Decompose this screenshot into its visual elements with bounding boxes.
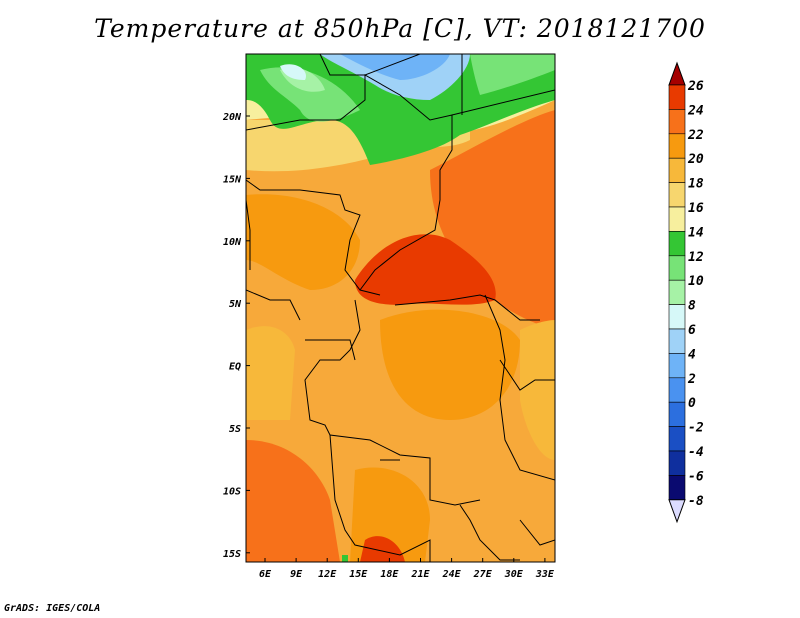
- colorbar-label: 18: [688, 177, 704, 192]
- lon-label: 27E: [473, 569, 493, 580]
- colorbar-label: 22: [687, 128, 704, 143]
- colorbar-swatch: [668, 133, 686, 159]
- colorbar-label: 26: [687, 79, 704, 94]
- colorbar-label: 20: [687, 152, 704, 167]
- lat-label: 10S: [223, 486, 241, 497]
- lat-label: 15N: [223, 174, 242, 185]
- colorbar-label: 4: [688, 347, 696, 362]
- map-frame: [245, 53, 556, 563]
- lon-label: 15E: [349, 569, 368, 580]
- country-borders: [246, 54, 555, 562]
- colorbar-label: 8: [688, 299, 696, 314]
- lon-label: 21E: [410, 569, 430, 580]
- lat-label: 20N: [222, 112, 242, 123]
- lon-label: 9E: [290, 569, 303, 580]
- lon-label: 30E: [504, 569, 524, 580]
- colorbar-label: 0: [688, 396, 696, 411]
- colorbar-swatch: [668, 353, 686, 379]
- colorbar-min-arrow: [668, 499, 686, 524]
- colorbar-label: -4: [688, 445, 704, 460]
- colorbar-label: 10: [688, 274, 704, 289]
- colorbar-swatch: [668, 279, 686, 305]
- colorbar-swatch: [668, 328, 686, 354]
- lon-label: 24E: [442, 569, 462, 580]
- colorbar-swatch: [668, 304, 686, 330]
- colorbar-label: 12: [688, 250, 704, 265]
- lon-label: 6E: [259, 569, 272, 580]
- temperature-field: [246, 54, 555, 562]
- colorbar-swatch: [668, 206, 686, 232]
- lon-label: 18E: [380, 569, 399, 580]
- colorbar-swatch: [668, 450, 686, 476]
- chart-title: Temperature at 850hPa [C], VT: 201812170…: [94, 14, 706, 43]
- colorbar-swatch: [668, 377, 686, 403]
- lon-label: 12E: [318, 569, 337, 580]
- colorbar-swatch: [668, 109, 686, 135]
- colorbar-max-arrow: [668, 61, 686, 86]
- grads-credit: GrADS: IGES/COLA: [4, 603, 101, 614]
- colorbar-swatch: [668, 182, 686, 208]
- longitude-axis: 6E 9E 12E 15E 18E 21E 24E 27E 30E 33E: [259, 558, 555, 580]
- colorbar-label: 2: [687, 372, 696, 387]
- colorbar-label: 14: [688, 225, 704, 240]
- lat-label: EQ: [229, 362, 241, 373]
- colorbar-swatch: [668, 231, 686, 257]
- colorbar-label: 6: [688, 323, 696, 338]
- lat-label: 5N: [229, 299, 242, 310]
- colorbar-swatch: [668, 475, 686, 501]
- colorbar-swatch: [668, 157, 686, 183]
- latitude-axis: 20N 15N 10N 5N EQ 5S 10S 15S: [222, 112, 250, 560]
- lat-label: 15S: [223, 549, 241, 560]
- lon-label: 33E: [535, 569, 555, 580]
- colorbar-swatch: [668, 426, 686, 452]
- colorbar-label: -2: [688, 421, 704, 436]
- colorbar-label: 16: [688, 201, 704, 216]
- colorbar-swatch: [668, 84, 686, 110]
- colorbar-swatch: [668, 401, 686, 427]
- colorbar-swatch: [668, 255, 686, 281]
- colorbar-label: -8: [688, 494, 704, 509]
- lat-label: 10N: [223, 237, 242, 248]
- colorbar-label: -6: [688, 469, 704, 484]
- lat-label: 5S: [229, 424, 241, 435]
- colorbar-label: 24: [687, 103, 704, 118]
